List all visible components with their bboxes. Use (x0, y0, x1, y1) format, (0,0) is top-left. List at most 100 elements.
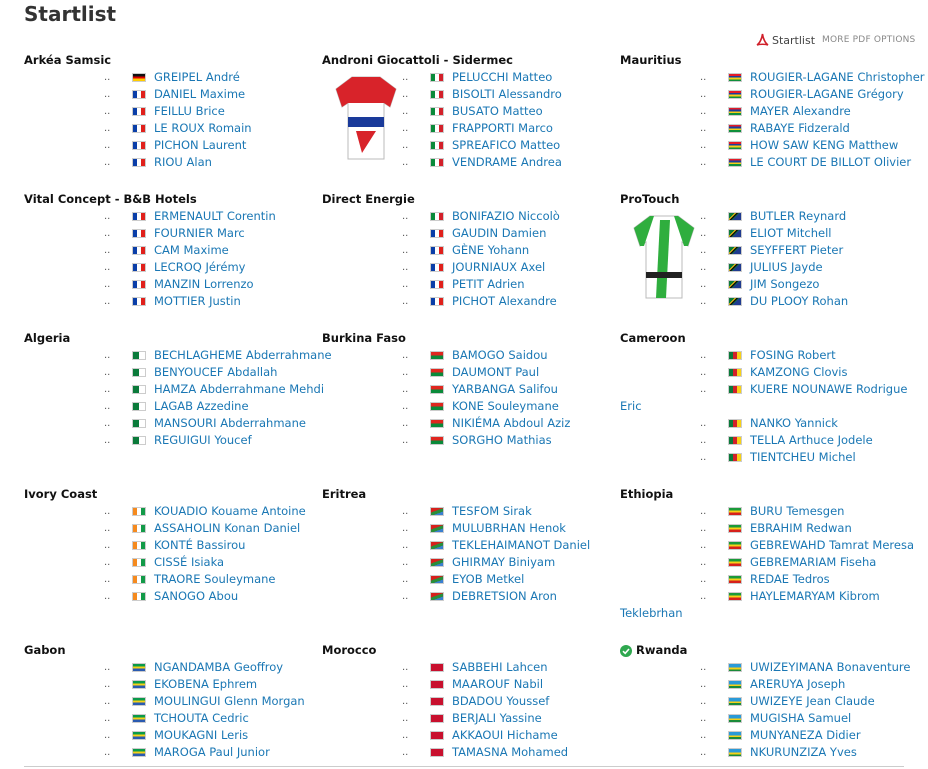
rider-name-link[interactable]: TEKLEHAIMANOT Daniel (452, 538, 591, 552)
rider-name-link[interactable]: MULUBRHAN Henok (452, 521, 566, 535)
rider-name-link[interactable]: EYOB Metkel (452, 572, 525, 586)
rider-name-link[interactable]: BUTLER Reynard (750, 209, 847, 223)
rider-name-link[interactable]: NIKIÉMA Abdoul Aziz (452, 416, 571, 430)
rider-name-link[interactable]: MUNYANEZA Didier (750, 728, 861, 742)
rider-name-link[interactable]: PICHOT Alexandre (452, 294, 557, 308)
rider-name-link[interactable]: MAAROUF Nabil (452, 677, 544, 691)
rider-name-link[interactable]: BAMOGO Saidou (452, 348, 548, 362)
rider-name-link[interactable]: UWIZEYIMANA Bonaventure (750, 660, 911, 674)
rider-name-link[interactable]: MOUKAGNI Leris (154, 728, 249, 742)
team-name[interactable]: Mauritius (620, 52, 916, 69)
rider-name-link[interactable]: SEYFFERT Pieter (750, 243, 844, 257)
rider-name-link[interactable]: MAROGA Paul Junior (154, 745, 270, 759)
rider-name-link[interactable]: MAYER Alexandre (750, 104, 851, 118)
rider-name-link[interactable]: LE ROUX Romain (154, 121, 252, 135)
rider-name-link[interactable]: DU PLOOY Rohan (750, 294, 849, 308)
rider-name-link[interactable]: REDAE Tedros (750, 572, 830, 586)
rider-name-link[interactable]: NANKO Yannick (750, 416, 838, 430)
rider-name-link[interactable]: MOULINGUI Glenn Morgan (154, 694, 305, 708)
rider-name-link[interactable]: GÈNE Yohann (452, 243, 530, 257)
team-name[interactable]: Vital Concept - B&B Hotels (24, 191, 320, 208)
rider-name-link[interactable]: TAMASNA Mohamed (452, 745, 569, 759)
rider-name-link[interactable]: KONTÉ Bassirou (154, 538, 246, 552)
rider-name-link[interactable]: FEILLU Brice (154, 104, 225, 118)
rider-name-link[interactable]: NKURUNZIZA Yves (750, 745, 857, 759)
rider-name-link[interactable]: MUGISHA Samuel (750, 711, 852, 725)
rider-name-link[interactable]: JIM Songezo (750, 277, 820, 291)
rider-name-link[interactable]: TESFOM Sirak (452, 504, 532, 518)
rider-name-link[interactable]: JULIUS Jayde (750, 260, 823, 274)
rider-name-link[interactable]: RIOU Alan (154, 155, 212, 169)
rider-name-link[interactable]: UWIZEYE Jean Claude (750, 694, 875, 708)
startlist-pdf-link[interactable]: Startlist (772, 33, 816, 47)
rider-name-link[interactable]: PELUCCHI Matteo (452, 70, 553, 84)
team-name[interactable]: Gabon (24, 642, 320, 659)
rider-name-link[interactable]: REGUIGUI Youcef (154, 433, 252, 447)
rider-name-link[interactable]: KUERE NOUNAWE Rodrigue (750, 382, 908, 396)
rider-name-link[interactable]: BDADOU Youssef (452, 694, 550, 708)
rider-name-link[interactable]: KONE Souleymane (452, 399, 559, 413)
team-name[interactable]: Cameroon (620, 330, 916, 347)
rider-name-continuation[interactable]: Eric (620, 399, 642, 413)
rider-name-link[interactable]: ARERUYA Joseph (750, 677, 846, 691)
rider-name-link[interactable]: LECROQ Jérémy (154, 260, 246, 274)
team-name[interactable]: Direct Energie (322, 191, 618, 208)
rider-name-link[interactable]: BENYOUCEF Abdallah (154, 365, 278, 379)
pdf-icon[interactable] (756, 33, 769, 47)
team-name[interactable]: Ivory Coast (24, 486, 320, 503)
rider-name-link[interactable]: ROUGIER-LAGANE Christopher (750, 70, 925, 84)
rider-name-link[interactable]: BECHLAGHEME Abderrahmane (154, 348, 332, 362)
rider-name-link[interactable]: DEBRETSION Aron (452, 589, 557, 603)
rider-name-continuation[interactable]: Teklebrhan (620, 606, 683, 620)
rider-name-link[interactable]: ROUGIER-LAGANE Grégory (750, 87, 904, 101)
rider-name-link[interactable]: NGANDAMBA Geoffroy (154, 660, 284, 674)
rider-name-link[interactable]: SORGHO Mathias (452, 433, 552, 447)
rider-name-link[interactable]: TELLA Arthuce Jodele (750, 433, 873, 447)
rider-name-link[interactable]: MANSOURI Abderrahmane (154, 416, 306, 430)
rider-name-link[interactable]: DAUMONT Paul (452, 365, 540, 379)
rider-name-link[interactable]: PETIT Adrien (452, 277, 525, 291)
more-pdf-options-link[interactable]: MORE PDF OPTIONS (822, 35, 916, 45)
rider-name-link[interactable]: EKOBENA Ephrem (154, 677, 258, 691)
rider-name-link[interactable]: MANZIN Lorrenzo (154, 277, 254, 291)
rider-name-link[interactable]: PICHON Laurent (154, 138, 247, 152)
team-name[interactable]: Rwanda (620, 642, 916, 659)
rider-name-link[interactable]: MOTTIER Justin (154, 294, 241, 308)
rider-name-link[interactable]: KOUADIO Kouame Antoine (154, 504, 306, 518)
rider-name-link[interactable]: GEBREMARIAM Fiseha (750, 555, 877, 569)
rider-name-link[interactable]: GREIPEL André (154, 70, 240, 84)
rider-name-link[interactable]: CAM Maxime (154, 243, 229, 257)
team-name[interactable]: Arkéa Samsic (24, 52, 320, 69)
rider-name-link[interactable]: GEBREWAHD Tamrat Meresa (750, 538, 914, 552)
rider-name-link[interactable]: GAUDIN Damien (452, 226, 547, 240)
team-name[interactable]: Algeria (24, 330, 320, 347)
rider-name-link[interactable]: JOURNIAUX Axel (452, 260, 546, 274)
rider-name-link[interactable]: YARBANGA Salifou (452, 382, 558, 396)
rider-name-link[interactable]: CISSÉ Isiaka (154, 555, 225, 569)
rider-name-link[interactable]: TIENTCHEU Michel (750, 450, 856, 464)
team-name[interactable]: Androni Giocattoli - Sidermec (322, 52, 618, 69)
rider-name-link[interactable]: FOSING Robert (750, 348, 836, 362)
rider-name-link[interactable]: BISOLTI Alessandro (452, 87, 562, 101)
rider-name-link[interactable]: TRAORE Souleymane (154, 572, 276, 586)
team-name[interactable]: ProTouch (620, 191, 916, 208)
rider-name-link[interactable]: BONIFAZIO Niccolò (452, 209, 560, 223)
rider-name-link[interactable]: SANOGO Abou (154, 589, 239, 603)
team-name[interactable]: Eritrea (322, 486, 618, 503)
rider-name-link[interactable]: GHIRMAY Biniyam (452, 555, 556, 569)
rider-name-link[interactable]: AKKAOUI Hichame (452, 728, 558, 742)
rider-name-link[interactable]: ASSAHOLIN Konan Daniel (154, 521, 301, 535)
rider-name-link[interactable]: VENDRAME Andrea (452, 155, 562, 169)
rider-name-link[interactable]: ERMENAULT Corentin (154, 209, 276, 223)
team-name[interactable]: Morocco (322, 642, 618, 659)
rider-name-link[interactable]: BERJALI Yassine (452, 711, 542, 725)
rider-name-link[interactable]: EBRAHIM Redwan (750, 521, 852, 535)
team-name[interactable]: Burkina Faso (322, 330, 618, 347)
rider-name-link[interactable]: SPREAFICO Matteo (452, 138, 561, 152)
rider-name-link[interactable]: HOW SAW KENG Matthew (750, 138, 899, 152)
rider-name-link[interactable]: BURU Temesgen (750, 504, 845, 518)
team-name[interactable]: Ethiopia (620, 486, 916, 503)
rider-name-link[interactable]: RABAYE Fidzerald (750, 121, 850, 135)
rider-name-link[interactable]: HAYLEMARYAM Kibrom (750, 589, 880, 603)
rider-name-link[interactable]: HAMZA Abderrahmane Mehdi (154, 382, 325, 396)
